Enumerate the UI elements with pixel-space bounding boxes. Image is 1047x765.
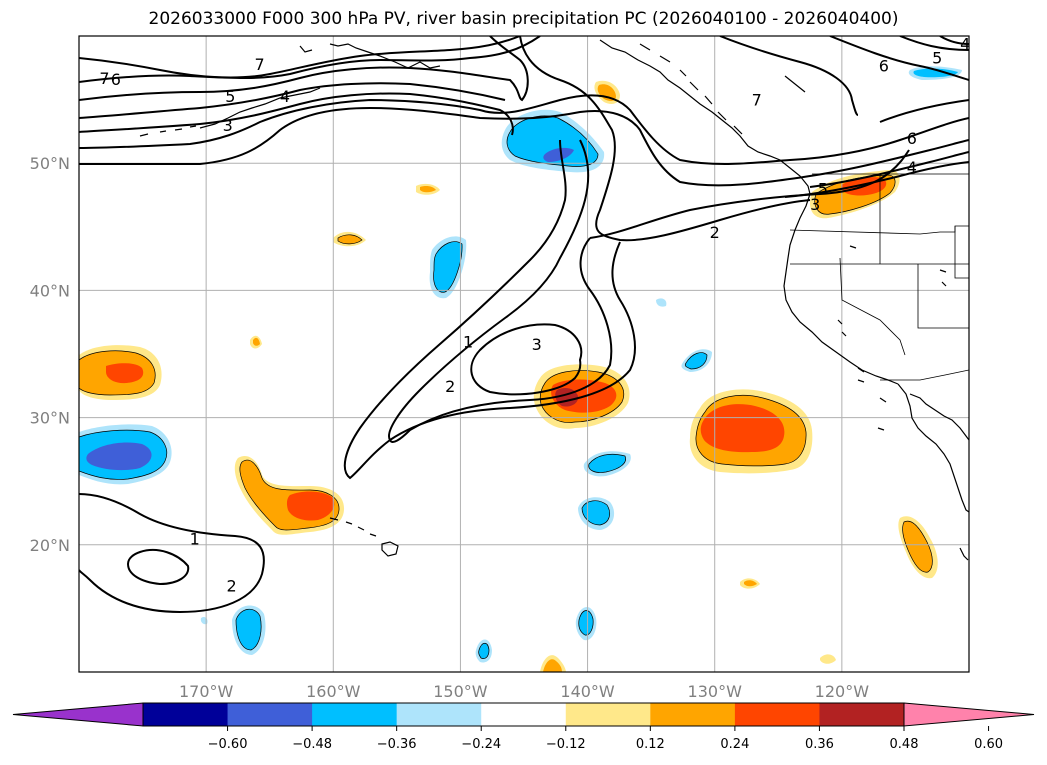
latitude-label: 20°N (30, 536, 70, 555)
longitude-labels: 170°W 160°W 150°W 140°W 130°W 120°W (179, 682, 869, 701)
precip-anomaly-baja-positive (898, 516, 938, 579)
colorbar-tick-label: −0.60 (208, 737, 248, 752)
colorbar-bin (312, 703, 398, 726)
pv-contour-label: 5 (818, 180, 828, 199)
pv-contour-label: 1 (190, 529, 200, 548)
colorbar-frame (142, 702, 905, 727)
colorbar-bin (734, 703, 820, 726)
precip-anomaly-small-negative (200, 66, 962, 663)
graticule (79, 36, 969, 672)
precip-anomaly-gulf-of-alaska-negative (501, 109, 605, 173)
colorbar-tick-label: 0.24 (720, 737, 749, 752)
pv-contour-label: 7 (99, 69, 109, 88)
pv-contour-label: 2 (226, 577, 236, 596)
precip-anomaly-hawaii-north-positive (234, 455, 345, 535)
colorbar-tick-label: −0.36 (377, 737, 417, 752)
longitude-label: 160°W (306, 682, 361, 701)
pv-contour-label: 6 (111, 70, 121, 89)
pv-contour-label: 7 (254, 55, 264, 74)
pv-contour-label: 1 (463, 332, 473, 351)
colorbar-over-extension (903, 702, 1035, 727)
colorbar-bin (565, 703, 651, 726)
pv-contour-label: 3 (223, 116, 233, 135)
political-boundaries (789, 173, 969, 381)
colorbar: −0.60 −0.48 −0.36 −0.24 −0.12 0.12 0.24 0.36 0.4… (12, 702, 1035, 752)
colorbar-tick-label: 0.60 (974, 737, 1003, 752)
latitude-label: 40°N (30, 281, 70, 300)
precip-anomaly-northeast-pacific-positive (689, 389, 813, 474)
precip-anomaly-small-positive (250, 80, 836, 672)
colorbar-bin (143, 703, 229, 726)
colorbar-bin (650, 703, 736, 726)
longitude-label: 170°W (179, 682, 234, 701)
colorbar-tick-label: 0.36 (805, 737, 834, 752)
pv-contour-label: 6 (907, 129, 917, 148)
pv-contour-label: 7 (752, 91, 762, 110)
pv-contour-label: 5 (225, 87, 235, 106)
longitude-label: 140°W (560, 682, 615, 701)
precip-pc-shading (79, 66, 962, 672)
chart-title: 2026033000 F000 300 hPa PV, river basin … (148, 9, 899, 29)
pv-contour-label: 6 (879, 56, 889, 75)
colorbar-bin (819, 703, 905, 726)
precip-anomaly-west-negative (79, 424, 172, 485)
longitude-label: 150°W (433, 682, 488, 701)
precip-outline (79, 115, 933, 659)
colorbar-tick-label: −0.12 (546, 737, 586, 752)
colorbar-tick-label: 0.48 (890, 737, 919, 752)
coastlines (139, 39, 969, 561)
colorbar-bin (227, 703, 313, 726)
pv-contour-label: 3 (532, 335, 542, 354)
longitude-label: 130°W (688, 682, 743, 701)
latitude-label: 50°N (30, 154, 70, 173)
longitude-label: 120°W (815, 682, 870, 701)
colorbar-tick-label: −0.48 (292, 737, 332, 752)
pv-contour-label: 4 (960, 35, 970, 54)
pv-contour-label: 5 (932, 49, 942, 68)
colorbar-under-extension (12, 702, 144, 727)
colorbar-bin (396, 703, 482, 726)
latitude-label: 30°N (30, 409, 70, 428)
pv-contour-label: 2 (445, 377, 455, 396)
pv-contour-label: 4 (907, 158, 917, 177)
colorbar-tick-label: 0.12 (636, 737, 665, 752)
colorbar-tick-label: −0.24 (461, 737, 501, 752)
pv-contour-label: 2 (710, 223, 720, 242)
precip-anomaly-west-positive (79, 345, 162, 400)
pv-contour-label: 4 (280, 87, 290, 106)
map-frame (78, 35, 970, 673)
colorbar-bin (481, 703, 567, 726)
pv-contours (79, 36, 969, 614)
pv-contour-label: 3 (810, 195, 820, 214)
latitude-labels: 50°N 40°N 30°N 20°N (30, 154, 70, 555)
